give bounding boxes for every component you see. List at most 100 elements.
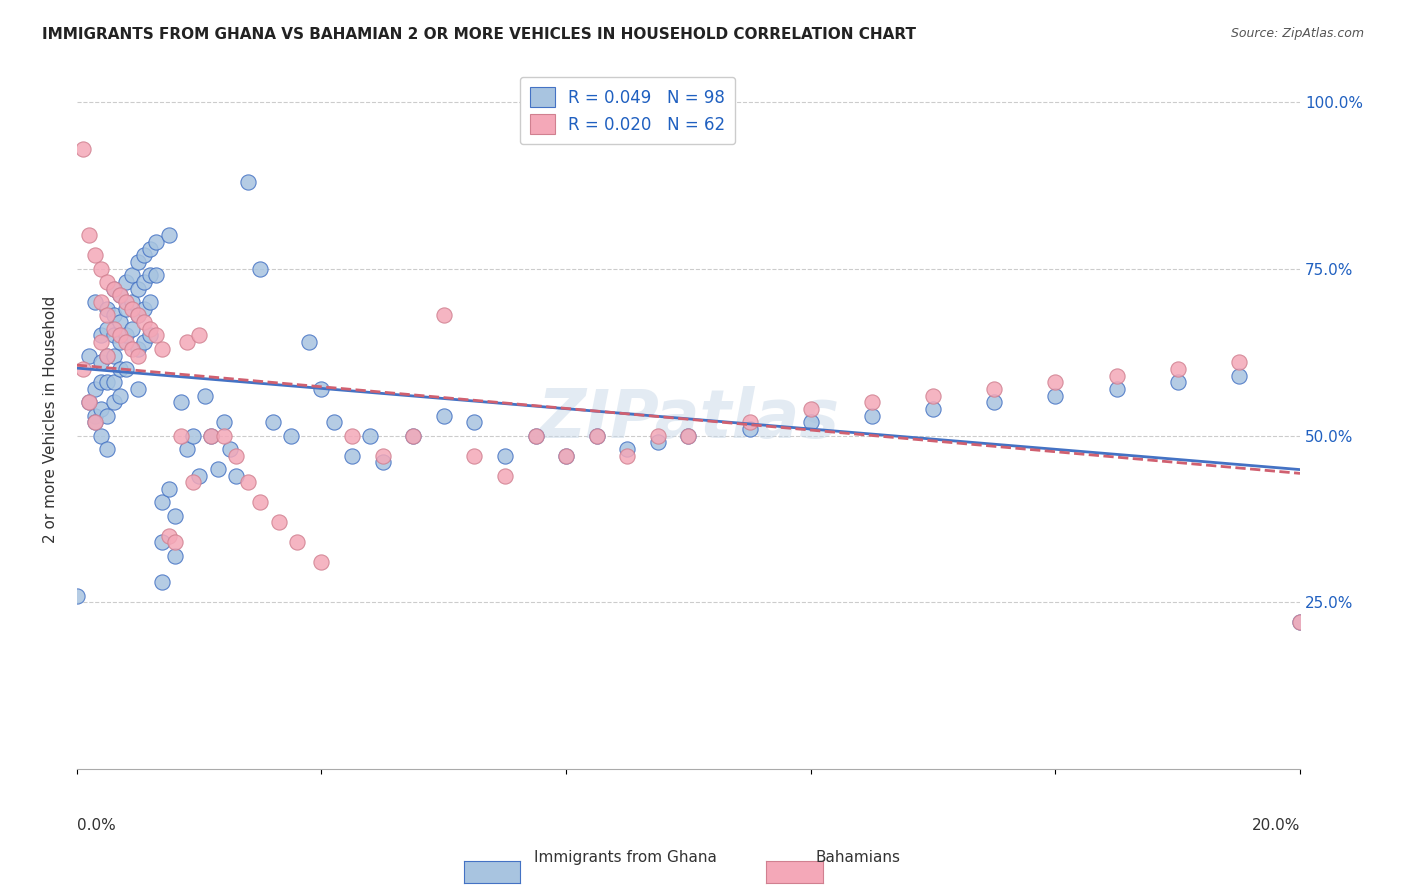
Bahamians [176,335,198,350]
Immigrants from Ghana [212,415,235,429]
Immigrants from Ghana [157,228,180,243]
Immigrants from Ghana [121,322,143,336]
Immigrants from Ghana [322,415,344,429]
Immigrants from Ghana [114,362,136,376]
Immigrants from Ghana [1045,388,1067,402]
Bahamians [647,428,669,442]
Immigrants from Ghana [139,268,162,283]
Immigrants from Ghana [157,482,180,496]
Text: Immigrants from Ghana: Immigrants from Ghana [534,850,717,865]
Text: IMMIGRANTS FROM GHANA VS BAHAMIAN 2 OR MORE VEHICLES IN HOUSEHOLD CORRELATION CH: IMMIGRANTS FROM GHANA VS BAHAMIAN 2 OR M… [42,27,917,42]
Immigrants from Ghana [96,409,118,423]
Bahamians [555,449,578,463]
Immigrants from Ghana [108,335,131,350]
Immigrants from Ghana [66,589,89,603]
Immigrants from Ghana [145,235,167,249]
Immigrants from Ghana [114,301,136,316]
Immigrants from Ghana [922,401,945,416]
Bahamians [922,388,945,402]
Immigrants from Ghana [194,388,217,402]
Immigrants from Ghana [96,442,118,456]
Bahamians [103,282,125,296]
Bahamians [433,309,456,323]
Immigrants from Ghana [298,335,321,350]
Immigrants from Ghana [1227,368,1250,383]
Bahamians [371,449,394,463]
Immigrants from Ghana [127,282,149,296]
Bahamians [170,428,193,442]
Text: Bahamians: Bahamians [815,850,900,865]
Immigrants from Ghana [359,428,381,442]
Bahamians [311,556,333,570]
Bahamians [121,301,143,316]
Immigrants from Ghana [139,295,162,310]
Immigrants from Ghana [1167,375,1189,389]
Immigrants from Ghana [340,449,363,463]
Immigrants from Ghana [678,428,700,442]
Immigrants from Ghana [188,468,211,483]
Bahamians [139,322,162,336]
Bahamians [121,342,143,356]
Immigrants from Ghana [90,428,112,442]
Bahamians [524,428,547,442]
Bahamians [236,475,259,490]
Immigrants from Ghana [1289,615,1312,630]
Immigrants from Ghana [983,395,1005,409]
Text: ZIPatlas: ZIPatlas [537,386,839,452]
Immigrants from Ghana [108,288,131,302]
Immigrants from Ghana [200,428,222,442]
Immigrants from Ghana [103,395,125,409]
Immigrants from Ghana [77,395,100,409]
Legend: R = 0.049   N = 98, R = 0.020   N = 62: R = 0.049 N = 98, R = 0.020 N = 62 [520,77,735,145]
Bahamians [267,516,290,530]
Bahamians [181,475,204,490]
Bahamians [1045,375,1067,389]
Bahamians [127,309,149,323]
Immigrants from Ghana [145,268,167,283]
Immigrants from Ghana [163,508,186,523]
Bahamians [90,335,112,350]
Immigrants from Ghana [127,309,149,323]
Immigrants from Ghana [103,328,125,343]
Immigrants from Ghana [249,261,271,276]
Bahamians [249,495,271,509]
Immigrants from Ghana [84,415,107,429]
Y-axis label: 2 or more Vehicles in Household: 2 or more Vehicles in Household [44,295,58,542]
Immigrants from Ghana [108,362,131,376]
Bahamians [402,428,425,442]
Immigrants from Ghana [121,295,143,310]
Bahamians [114,295,136,310]
Immigrants from Ghana [103,375,125,389]
Immigrants from Ghana [152,495,174,509]
Immigrants from Ghana [134,301,156,316]
Immigrants from Ghana [90,328,112,343]
Immigrants from Ghana [494,449,516,463]
Bahamians [188,328,211,343]
Bahamians [90,295,112,310]
Immigrants from Ghana [84,295,107,310]
Bahamians [77,228,100,243]
Text: Source: ZipAtlas.com: Source: ZipAtlas.com [1230,27,1364,40]
Bahamians [738,415,761,429]
Immigrants from Ghana [103,282,125,296]
Immigrants from Ghana [433,409,456,423]
Immigrants from Ghana [139,242,162,256]
Immigrants from Ghana [134,275,156,289]
Immigrants from Ghana [96,375,118,389]
Bahamians [225,449,247,463]
Immigrants from Ghana [127,342,149,356]
Bahamians [1227,355,1250,369]
Immigrants from Ghana [127,382,149,396]
Immigrants from Ghana [371,455,394,469]
Immigrants from Ghana [90,375,112,389]
Bahamians [1289,615,1312,630]
Immigrants from Ghana [176,442,198,456]
Bahamians [108,328,131,343]
Bahamians [463,449,485,463]
Immigrants from Ghana [96,322,118,336]
Immigrants from Ghana [800,415,823,429]
Immigrants from Ghana [262,415,284,429]
Immigrants from Ghana [103,309,125,323]
Bahamians [340,428,363,442]
Immigrants from Ghana [616,442,638,456]
